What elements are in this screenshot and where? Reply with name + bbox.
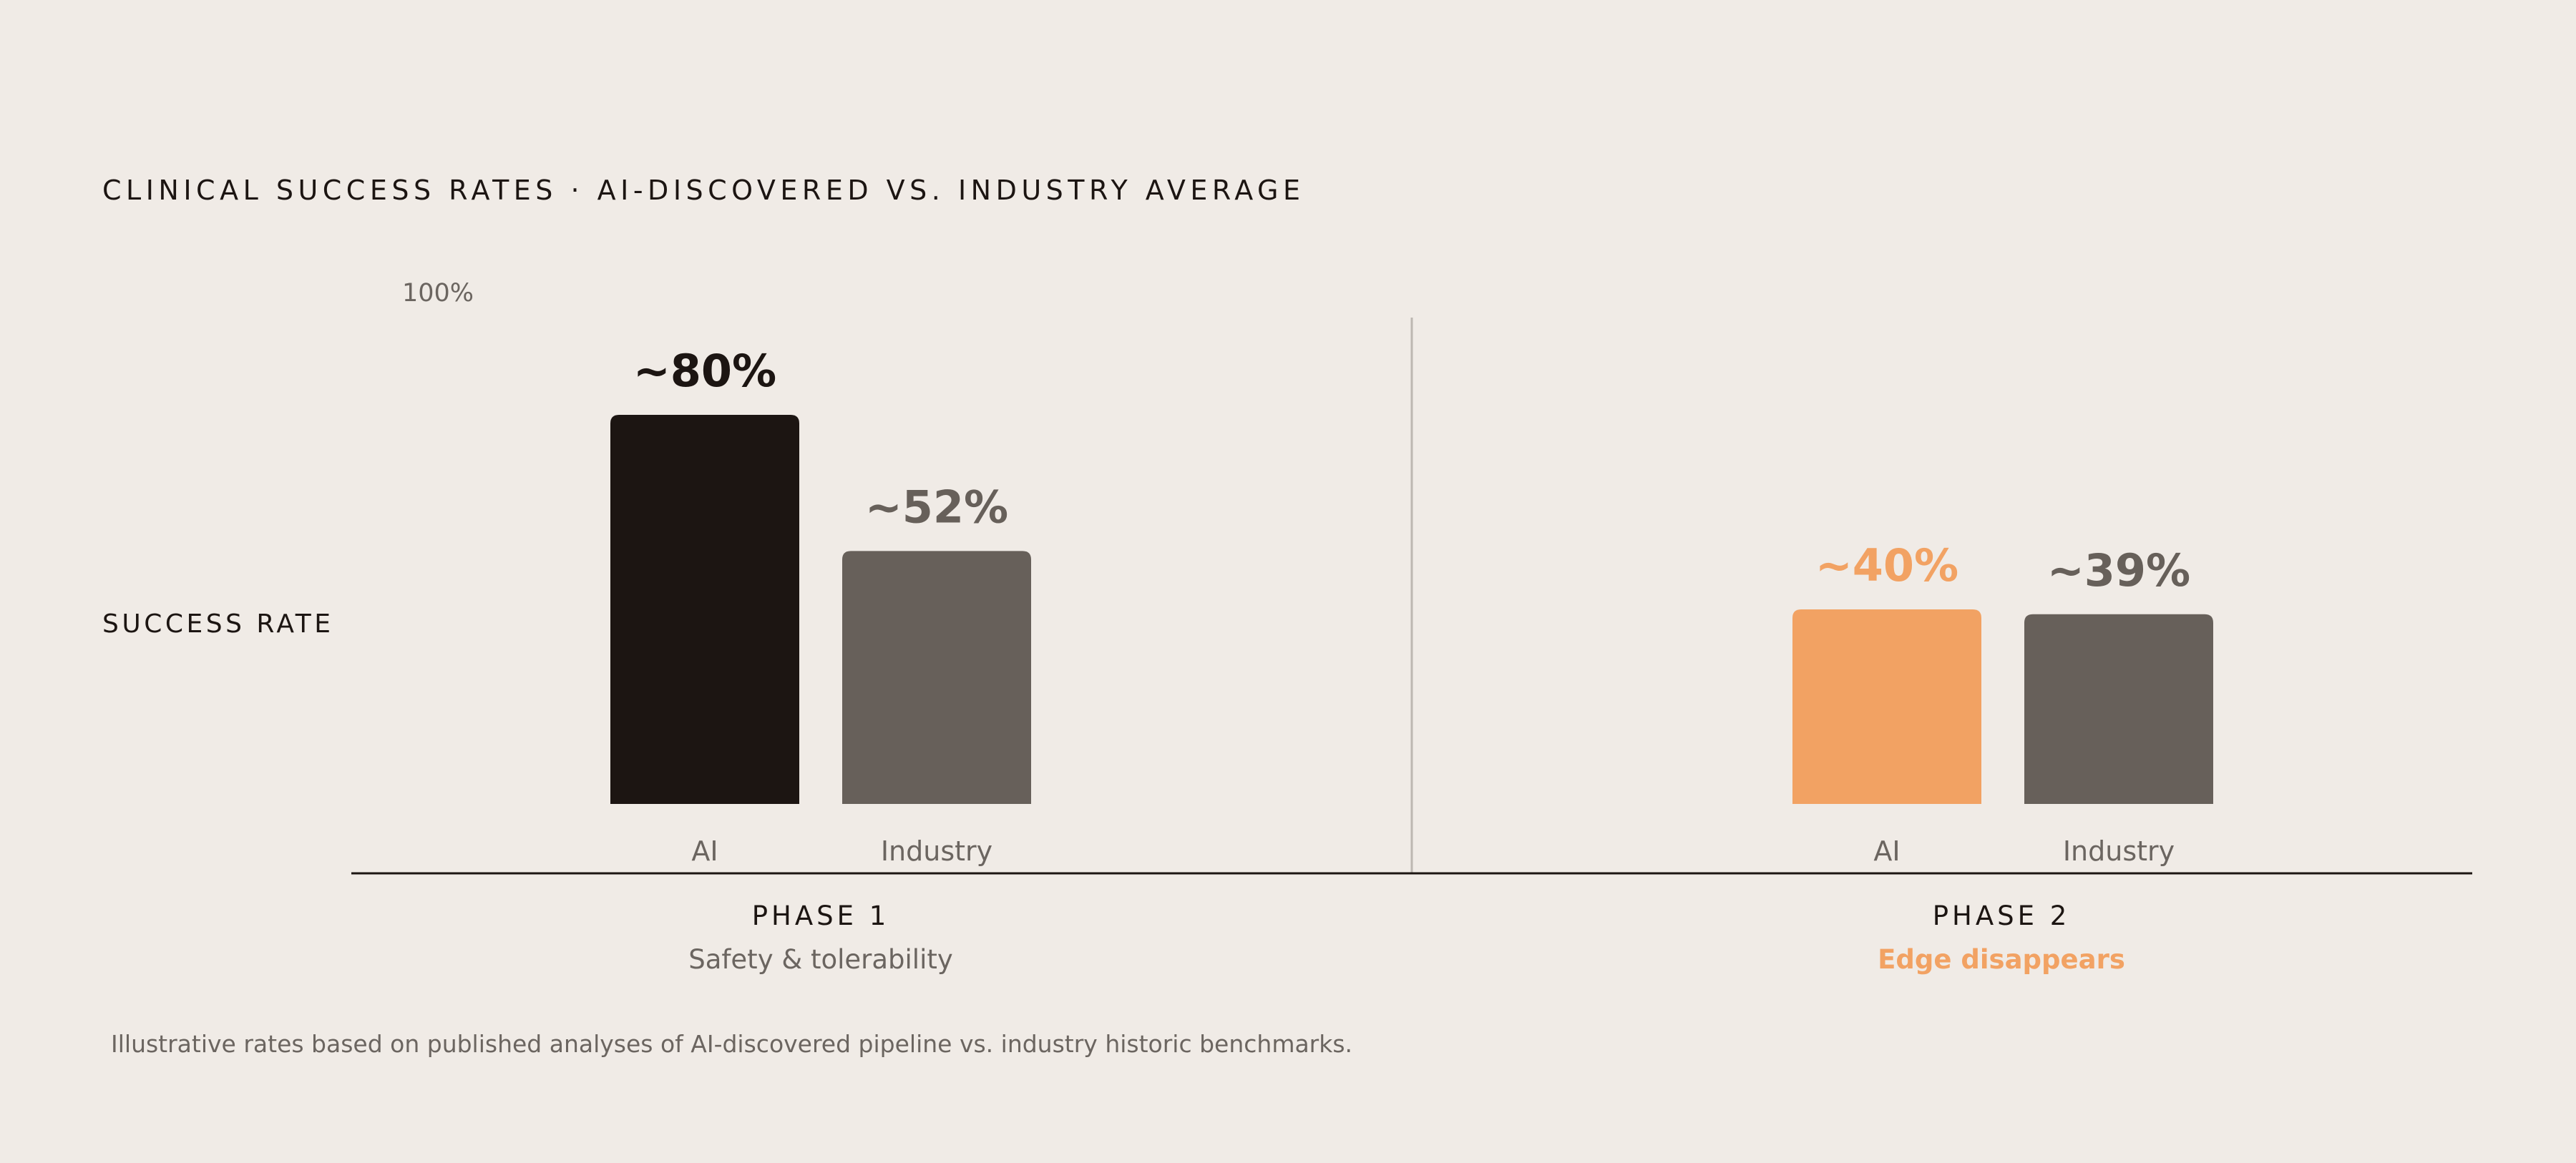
phase-1-subtitle: Safety & tolerability xyxy=(688,944,953,975)
phase-2-industry-value-label: ~39% xyxy=(2047,544,2190,597)
phase-2-subtitle: Edge disappears xyxy=(1878,944,2125,975)
phase-1-ai-category-label: AI xyxy=(691,835,718,867)
footnote: Illustrative rates based on published an… xyxy=(111,1030,1353,1058)
y-axis-label: SUCCESS RATE xyxy=(102,609,334,639)
phase-1-industry-category-label: Industry xyxy=(881,835,992,867)
phase-2-ai-value-label: ~40% xyxy=(1815,539,1958,592)
phase-2-title: PHASE 2 xyxy=(1932,901,2071,931)
phase-1-industry-bar xyxy=(842,551,1031,804)
phase-2-industry-category-label: Industry xyxy=(2063,835,2175,867)
phase-1-ai-bar xyxy=(610,415,799,804)
phase-2-ai-bar xyxy=(1792,609,1981,804)
phase-1-ai-value-label: ~80% xyxy=(633,345,776,397)
phase-1-industry-value-label: ~52% xyxy=(865,481,1008,533)
phase-2-industry-bar xyxy=(2024,614,2213,804)
phase-2-ai-category-label: AI xyxy=(1873,835,1900,867)
chart-title: CLINICAL SUCCESS RATES · AI-DISCOVERED V… xyxy=(102,175,1305,206)
phase-1-title: PHASE 1 xyxy=(751,901,890,931)
y-max-tick-label: 100% xyxy=(402,279,474,308)
